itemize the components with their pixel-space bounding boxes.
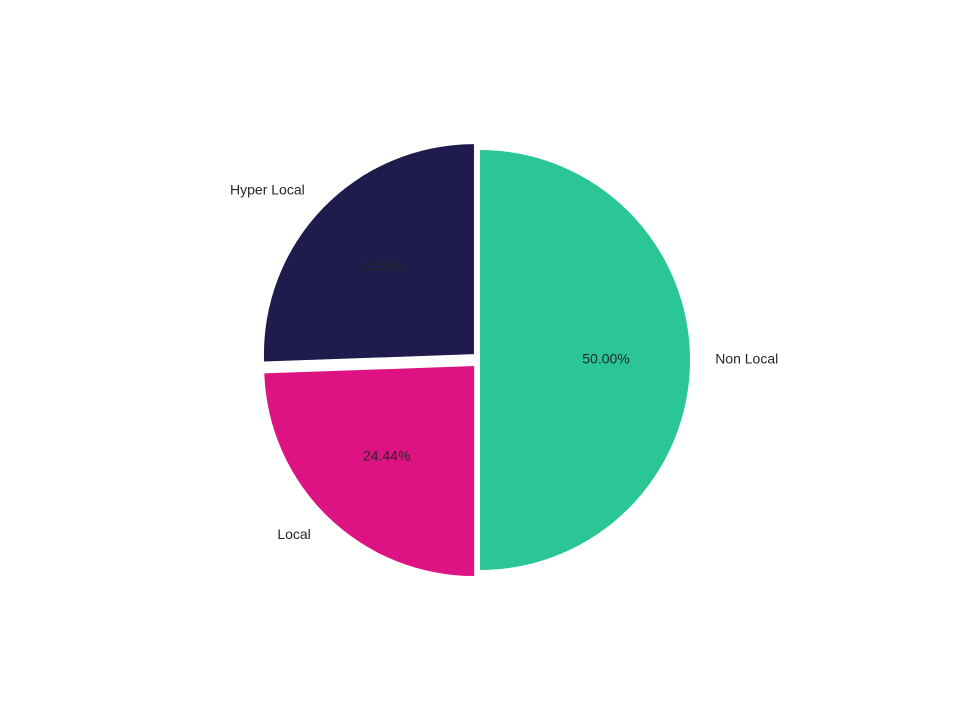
- pie-slice-label: Hyper Local: [230, 182, 305, 198]
- pie-slice: [264, 144, 474, 361]
- pie-chart-svg: 25.56% Hyper Local 24.44% Local 50.00% Non Lo…: [0, 0, 960, 720]
- pie-slice-label: Local: [277, 526, 310, 542]
- pie-pct-label: 50.00%: [582, 351, 629, 367]
- pie-slice: [264, 366, 474, 576]
- pie-chart-container: 25.56% Hyper Local 24.44% Local 50.00% Non Lo…: [0, 0, 960, 720]
- pie-pct-label: 24.44%: [363, 447, 410, 463]
- pie-pct-label: 25.56%: [360, 257, 407, 273]
- pie-slice-label: Non Local: [715, 351, 778, 367]
